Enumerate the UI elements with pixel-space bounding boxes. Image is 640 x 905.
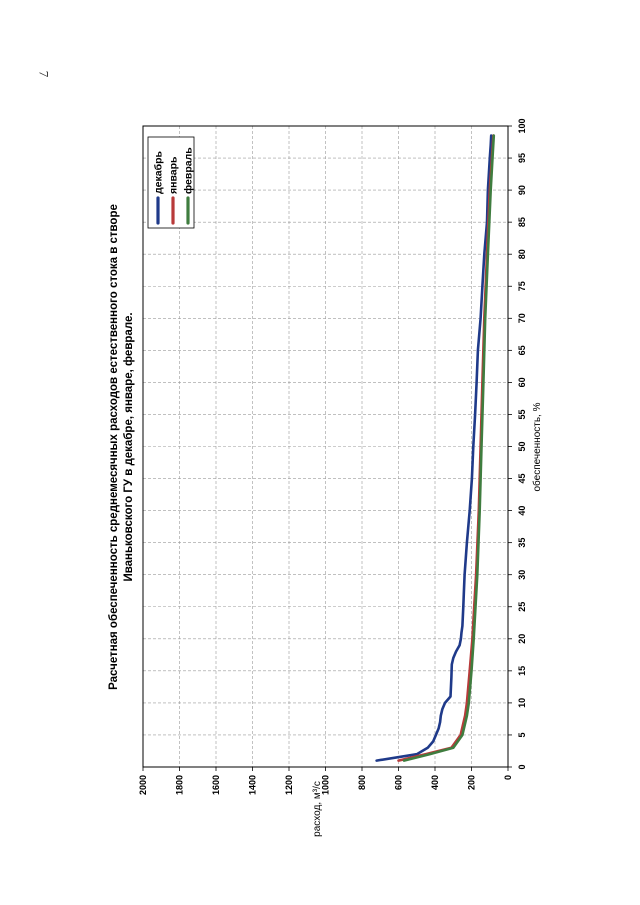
x-tick-label-65: 65 — [517, 345, 527, 355]
x-axis-title: обеспеченность, % — [531, 402, 543, 491]
y-tick-label-0: 0 — [503, 775, 513, 780]
series-line-2 — [397, 134, 495, 762]
x-tick-label-50: 50 — [517, 441, 527, 451]
x-tick-label-40: 40 — [517, 506, 527, 516]
x-tick-label-0: 0 — [517, 764, 527, 769]
y-axis-title: расход, м³/с — [312, 781, 323, 837]
x-tick-label-60: 60 — [517, 377, 527, 387]
x-tick-label-20: 20 — [517, 634, 527, 644]
x-tick-label-85: 85 — [517, 217, 527, 227]
y-tick-label-600: 600 — [394, 775, 404, 790]
y-tick-label-200: 200 — [467, 775, 477, 790]
legend-label-3: февраль — [183, 147, 195, 194]
y-tick-label-1400: 1400 — [248, 775, 258, 795]
x-tick-label-10: 10 — [517, 698, 527, 708]
series-line-1 — [375, 134, 493, 762]
y-tick-label-1200: 1200 — [284, 775, 294, 795]
chart-title-line2: Иваньковского ГУ в декабре, январе, февр… — [123, 312, 135, 581]
x-tick-label-15: 15 — [517, 666, 527, 676]
x-tick-label-35: 35 — [517, 538, 527, 548]
series-line-3 — [402, 134, 496, 762]
legend-box — [147, 136, 195, 229]
y-tick-label-1600: 1600 — [211, 775, 221, 795]
chart-series — [375, 134, 496, 762]
y-tick-labels: 0 200 400 600 800 1000 1200 1400 1600 1800 2000 — [138, 767, 513, 795]
y-tick-label-2000: 2000 — [138, 775, 148, 795]
x-tick-label-90: 90 — [517, 185, 527, 195]
y-tick-label-1000: 1000 — [321, 775, 331, 795]
legend-label-1: декабрь — [153, 151, 165, 194]
x-tick-label-5: 5 — [517, 732, 527, 737]
x-tick-label-25: 25 — [517, 602, 527, 612]
x-tick-label-100: 100 — [517, 118, 527, 133]
x-tick-label-80: 80 — [517, 249, 527, 259]
chart-title-line1: Расчетная обеспеченность среднемесячных … — [108, 204, 120, 690]
legend-label-2: январь — [168, 156, 180, 194]
y-tick-label-800: 800 — [357, 775, 367, 790]
chart-legend: декабрь январь февраль — [147, 136, 195, 229]
x-tick-label-30: 30 — [517, 570, 527, 580]
x-tick-label-95: 95 — [517, 153, 527, 163]
x-tick-label-70: 70 — [517, 313, 527, 323]
x-tick-label-55: 55 — [517, 409, 527, 419]
x-tick-labels: 0 5 10 15 20 25 30 35 40 45 50 55 60 65 70 75 80 85 90 95 10… — [508, 118, 527, 770]
x-tick-label-75: 75 — [517, 281, 527, 291]
y-tick-label-400: 400 — [430, 775, 440, 790]
x-tick-label-45: 45 — [517, 474, 527, 484]
chart-grid — [143, 126, 508, 767]
y-tick-label-1800: 1800 — [175, 775, 185, 795]
